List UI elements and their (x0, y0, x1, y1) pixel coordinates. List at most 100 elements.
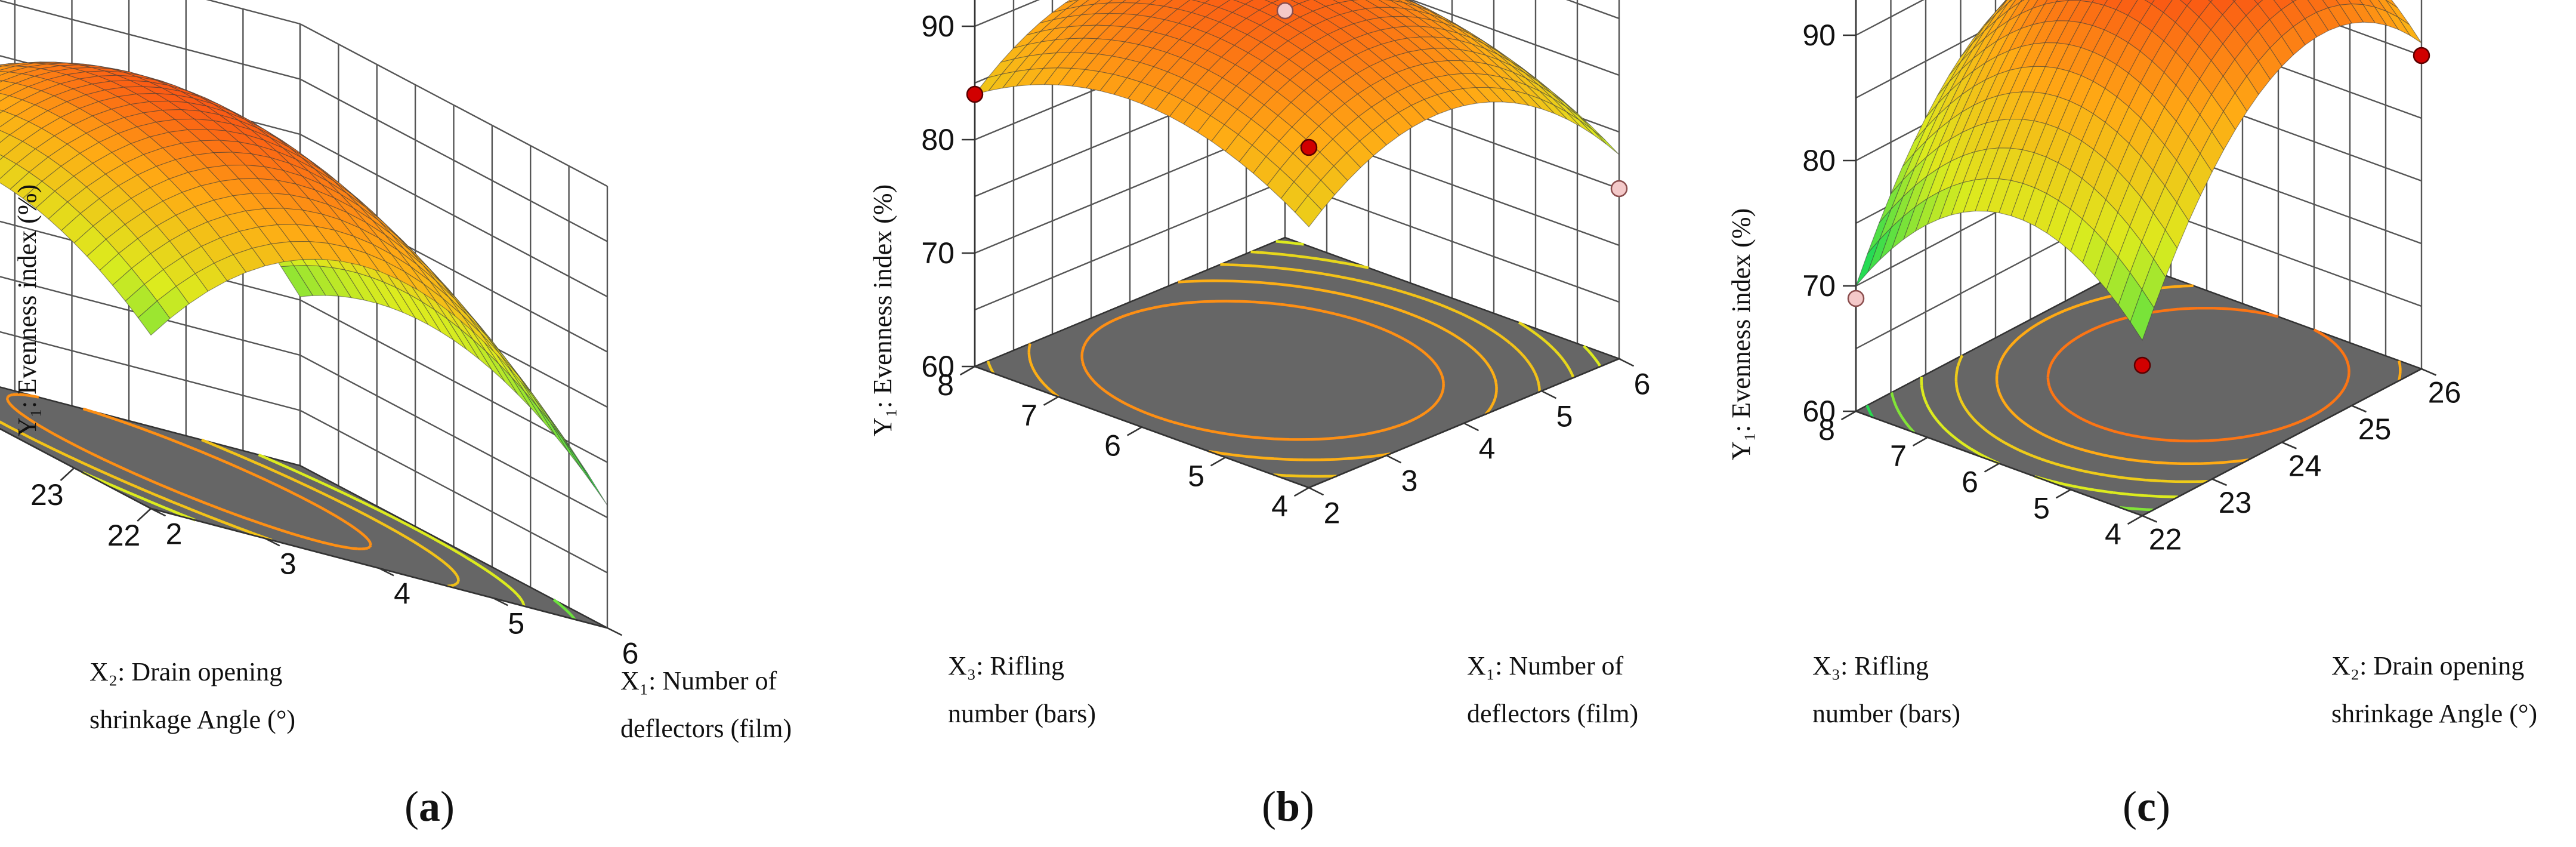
caption-paren-open: ( (2123, 783, 2137, 830)
wall-gridline (1855, 0, 1925, 36)
x-tick-mark (2281, 441, 2297, 449)
y-tick-mark (959, 365, 975, 376)
y-axis-label-line2: number (bars) (948, 699, 1096, 728)
contour-line (1027, 279, 1498, 461)
x-axis-label-line2: shrinkage Angle (°) (2331, 699, 2537, 728)
z-tick-label: 80 (921, 123, 955, 156)
response-surface (1855, 0, 2422, 341)
x-tick-label: 3 (1401, 464, 1418, 497)
x-tick-mark (1463, 422, 1479, 432)
z-tick-label: 80 (1802, 144, 1836, 177)
surface-cell (524, 390, 557, 438)
y-tick-label: 7 (1890, 439, 1907, 473)
response-surface (0, 61, 608, 506)
caption-paren-close: ) (2156, 783, 2170, 830)
x-axis-label-line1: X₁: Number of (620, 666, 777, 695)
axis-frame: 607080901002345645678 (921, 10, 1650, 529)
x-tick-mark (2142, 515, 2158, 523)
x-axis-label-line1: X₂: Drain opening (2331, 651, 2524, 680)
x-tick-label: 2 (1324, 496, 1340, 529)
wall-gridline (974, 0, 1040, 27)
contour-lines (0, 393, 576, 621)
caption-paren-open: ( (1262, 783, 1276, 830)
contour-line (5, 393, 372, 550)
design-points (966, 2, 1628, 198)
panel-caption: (c) (2123, 783, 2170, 830)
y-tick-mark (1043, 396, 1059, 406)
caption-letter: b (1276, 783, 1300, 830)
contour-lines (986, 240, 1602, 478)
y-tick-label: 5 (1188, 459, 1204, 492)
x-tick-mark (378, 567, 394, 577)
design-points (1847, 47, 2430, 374)
z-tick-label: 70 (1802, 269, 1836, 303)
surface-plot-c: 60708090100222324252645678Y₁: Evenness i… (1726, 0, 2537, 830)
x-tick-mark (493, 597, 508, 606)
chart-panel-a: 60708090100234562223242526Y₁: Evenness i… (0, 0, 858, 847)
y-axis-label-line1: X₂: Drain opening (89, 657, 282, 686)
y-tick-label: 22 (107, 519, 141, 552)
y-axis-label-line2: shrinkage Angle (°) (89, 705, 295, 734)
x-tick-mark (607, 627, 623, 636)
caption-letter: a (419, 783, 440, 830)
axis-frame: 60708090100234562223242526 (0, 427, 639, 670)
design-point-marker (966, 85, 984, 103)
axis-frame: 60708090100222324252645678 (1802, 19, 2461, 556)
surface-plot-b: 607080901002345645678Y₁: Evenness index … (868, 0, 1650, 830)
contour-line (82, 453, 526, 606)
z-tick-label: 60 (921, 350, 955, 383)
contour-lines (1865, 269, 2402, 512)
y-tick-mark (1840, 410, 1857, 421)
y-tick-label: 7 (1021, 399, 1037, 432)
y-axis-line (0, 427, 152, 510)
surface-cell (1264, 0, 1280, 4)
contour-line (2046, 306, 2350, 443)
surface-plot-a: 60708090100234562223242526Y₁: Evenness i… (0, 0, 792, 830)
caption-paren-close: ) (1300, 783, 1314, 830)
contour-line (1250, 250, 1575, 378)
x-tick-mark (1386, 454, 1402, 464)
contour-line (1080, 300, 1445, 441)
x-tick-mark (2421, 368, 2437, 376)
surface-cell (1294, 195, 1323, 227)
response-surface (974, 0, 1620, 227)
design-point-marker (1847, 289, 1865, 307)
chart-panel-c: 60708090100222324252645678Y₁: Evenness i… (1717, 0, 2575, 847)
surface-cell (536, 405, 570, 453)
x-tick-label: 2 (166, 517, 183, 550)
design-point-marker (1276, 2, 1294, 20)
x-tick-label: 25 (2358, 412, 2392, 446)
y-tick-mark (137, 508, 152, 522)
y-tick-mark (2055, 489, 2071, 499)
y-axis-label-line2: number (bars) (1812, 699, 1960, 728)
x-tick-label: 5 (1556, 399, 1573, 433)
caption-letter: c (2137, 783, 2156, 830)
z-axis-label: Y₁: Evenness index (%) (1726, 208, 1756, 460)
y-tick-mark (1293, 486, 1309, 497)
z-tick-label: 70 (921, 236, 955, 270)
y-tick-label: 5 (2033, 491, 2050, 525)
y-axis-label-line1: X₃: Rifling (948, 651, 1064, 680)
z-axis-label: Y₁: Evenness index (%) (868, 184, 897, 436)
contour-line (1995, 284, 2402, 466)
z-tick-label: 60 (1802, 395, 1836, 428)
design-point-marker (1300, 138, 1318, 156)
z-tick-label: 90 (921, 10, 955, 43)
x-tick-label: 6 (622, 636, 639, 670)
y-tick-mark (1126, 426, 1142, 436)
x-tick-label: 26 (2428, 376, 2461, 409)
y-tick-label: 8 (1818, 413, 1835, 446)
contour-line (1275, 240, 1602, 368)
surface-cell (2130, 288, 2155, 341)
x-tick-mark (1308, 486, 1324, 496)
y-axis-label-line1: X₃: Rifling (1812, 651, 1929, 680)
x-tick-label: 5 (508, 606, 524, 640)
x-tick-label: 4 (394, 577, 410, 610)
x-tick-mark (1541, 390, 1557, 399)
design-point-marker (2413, 47, 2430, 64)
surface-cell (1579, 119, 1607, 144)
y-tick-mark (1210, 457, 1226, 467)
y-tick-label: 6 (1104, 429, 1121, 463)
y-tick-label: 4 (1271, 489, 1288, 523)
x-tick-mark (150, 507, 166, 517)
